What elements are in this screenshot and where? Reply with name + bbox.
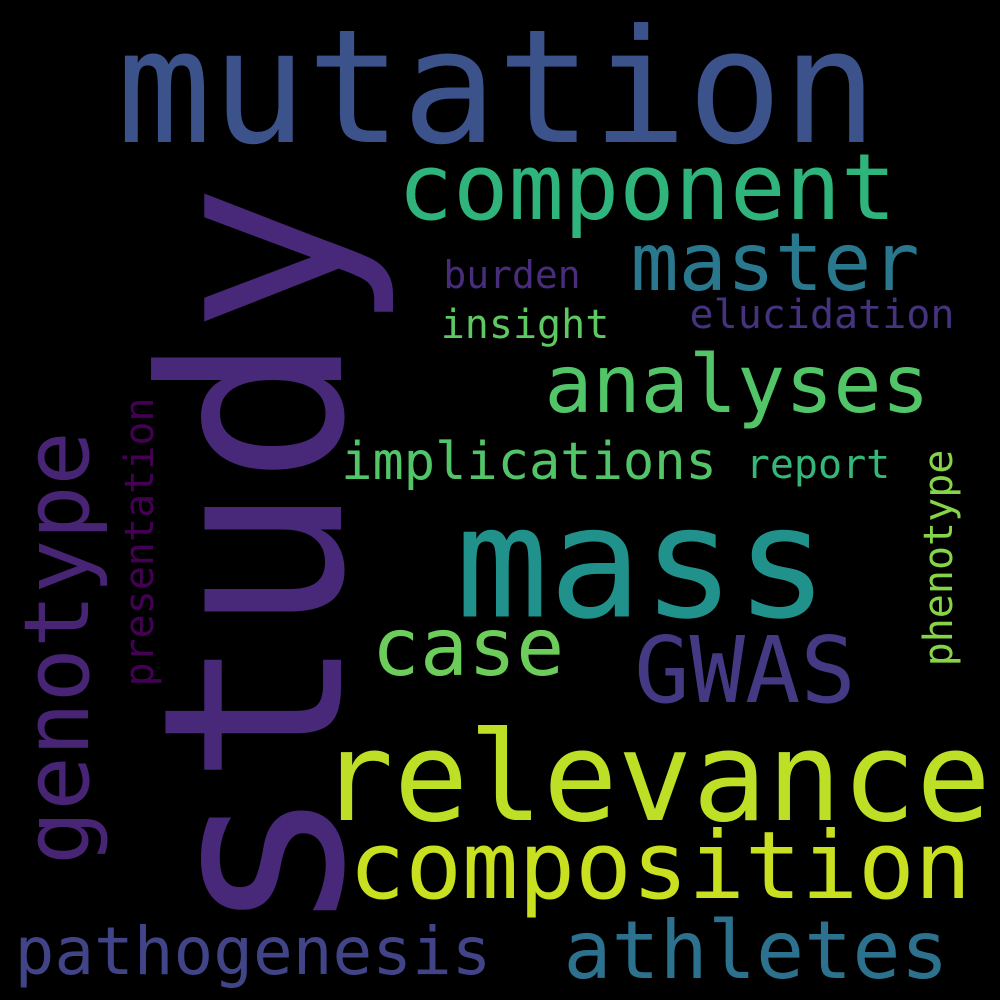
word-elucidation: elucidation bbox=[689, 292, 955, 338]
word-implications: implications bbox=[341, 432, 717, 492]
word-gwas: GWAS bbox=[634, 617, 856, 724]
word-composition: composition bbox=[348, 812, 972, 921]
word-phenotype: phenotype bbox=[916, 449, 962, 667]
word-master: master bbox=[630, 216, 920, 309]
word-relevance: relevance bbox=[319, 706, 991, 850]
word-burden: burden bbox=[443, 253, 581, 297]
word-case: case bbox=[371, 601, 565, 694]
word-mass: mass bbox=[455, 472, 829, 654]
word-athletes: athletes bbox=[563, 904, 949, 997]
word-component: component bbox=[397, 134, 897, 241]
word-mutation: mutation bbox=[116, 0, 878, 180]
word-report: report bbox=[745, 442, 891, 488]
word-insight: insight bbox=[440, 302, 610, 348]
word-pathogenesis: pathogenesis bbox=[14, 913, 492, 990]
word-presentation: presentation bbox=[117, 397, 163, 687]
word-analyses: analyses bbox=[544, 338, 930, 431]
word-genotype: genotype bbox=[5, 431, 110, 865]
